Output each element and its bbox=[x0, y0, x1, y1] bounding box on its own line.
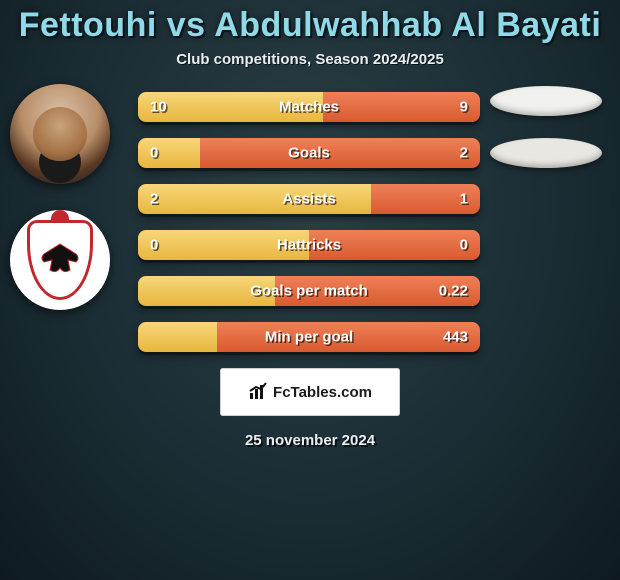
opponent-ellipse-column bbox=[490, 86, 606, 190]
stat-value-left: 2 bbox=[150, 191, 158, 208]
club-crest-avatar bbox=[10, 210, 110, 310]
content-area: 10Matches90Goals22Assists10Hattricks0Goa… bbox=[0, 92, 620, 352]
stat-row: Min per goal 443 bbox=[138, 322, 480, 352]
page-title: Fettouhi vs Abdulwahhab Al Bayati bbox=[0, 6, 620, 45]
stat-segment-left bbox=[138, 138, 200, 168]
stat-label: Matches bbox=[279, 99, 339, 116]
avatar-column bbox=[10, 84, 120, 336]
stat-value-left: 10 bbox=[150, 99, 167, 116]
stat-value-left: 0 bbox=[150, 237, 158, 254]
stat-row: 2 Assists 1 bbox=[138, 184, 480, 214]
player-avatar bbox=[10, 84, 110, 184]
eagle-icon bbox=[38, 240, 82, 276]
stat-label: Assists bbox=[282, 191, 335, 208]
stat-row: 0 Hattricks 0 bbox=[138, 230, 480, 260]
stat-label: Goals bbox=[288, 145, 330, 162]
stat-value-right: 0 bbox=[460, 237, 468, 254]
stat-value-right: 0.22 bbox=[439, 283, 468, 300]
brand-label: FcTables.com bbox=[273, 384, 372, 401]
stat-label: Goals per match bbox=[250, 283, 368, 300]
snapshot-date: 25 november 2024 bbox=[0, 432, 620, 449]
stat-label: Min per goal bbox=[265, 329, 353, 346]
stat-value-right: 443 bbox=[443, 329, 468, 346]
stat-value-right: 1 bbox=[460, 191, 468, 208]
stat-segment-left bbox=[138, 322, 217, 352]
stat-label: Hattricks bbox=[277, 237, 341, 254]
stat-segment-right bbox=[323, 92, 480, 122]
opponent-ellipse bbox=[490, 86, 602, 116]
comparison-card: Fettouhi vs Abdulwahhab Al Bayati Club c… bbox=[0, 0, 620, 580]
opponent-ellipse bbox=[490, 138, 602, 168]
stat-value-right: 2 bbox=[460, 145, 468, 162]
club-crest bbox=[27, 220, 93, 300]
stat-value-left: 0 bbox=[150, 145, 158, 162]
brand-badge[interactable]: FcTables.com bbox=[220, 368, 400, 416]
stat-segment-right bbox=[200, 138, 480, 168]
chart-icon bbox=[248, 381, 270, 403]
stat-row: 10 Matches 9 bbox=[138, 92, 480, 122]
stat-row: Goals per match 0.22 bbox=[138, 276, 480, 306]
stat-row: 0 Goals 2 bbox=[138, 138, 480, 168]
stat-bars: 10Matches90Goals22Assists10Hattricks0Goa… bbox=[138, 92, 480, 352]
stat-value-right: 9 bbox=[460, 99, 468, 116]
page-subtitle: Club competitions, Season 2024/2025 bbox=[0, 51, 620, 68]
